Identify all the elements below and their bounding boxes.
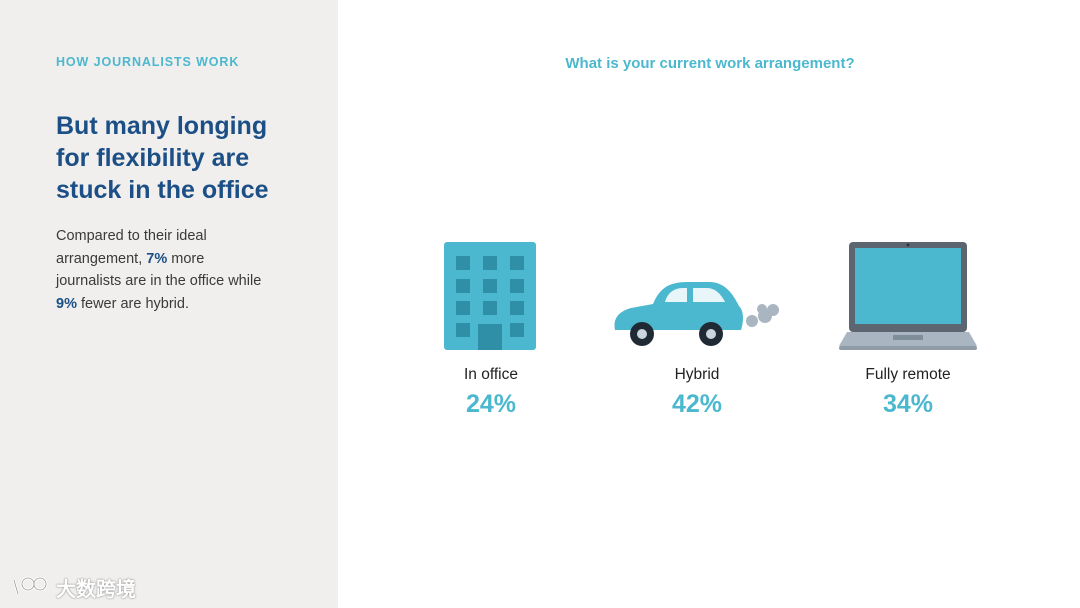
category-label-in-office: In office xyxy=(463,366,518,383)
watermark-text: 大数跨境 xyxy=(56,576,136,601)
left-panel: HOW JOURNALISTS WORK But many longing fo… xyxy=(0,0,338,608)
headline: But many longing for flexibility are stu… xyxy=(56,112,269,204)
watermark-logo-icon xyxy=(12,576,48,595)
watermark: 大数跨境 xyxy=(10,572,136,602)
office-building-icon xyxy=(444,242,536,350)
chart-item-in-office: In office 24% xyxy=(401,228,581,418)
value-label-hybrid: 42% xyxy=(671,390,723,418)
chart-item-hybrid: Hybrid 42% xyxy=(607,228,787,418)
value-label-fully-remote: 34% xyxy=(882,390,934,418)
body-text: Compared to their ideal arrangement, 7% … xyxy=(56,225,266,315)
chart-title: What is your current work arrangement? xyxy=(565,55,855,72)
body-highlight-7pct: 7% xyxy=(146,250,168,267)
category-label-fully-remote: Fully remote xyxy=(865,366,951,383)
body-highlight-9pct: 9% xyxy=(56,295,77,312)
car-icon xyxy=(614,282,779,346)
chart-item-fully-remote: Fully remote 34% xyxy=(818,228,998,418)
section-eyebrow: HOW JOURNALISTS WORK xyxy=(56,55,240,69)
category-label-hybrid: Hybrid xyxy=(674,366,720,383)
body-text-part2: more journalists are in the office while xyxy=(56,250,262,290)
body-text-part1: Compared to their ideal arrangement, xyxy=(56,228,207,267)
body-text-part3: fewer are hybrid. xyxy=(76,295,189,312)
value-label-in-office: 24% xyxy=(465,390,517,418)
laptop-icon xyxy=(839,242,977,350)
